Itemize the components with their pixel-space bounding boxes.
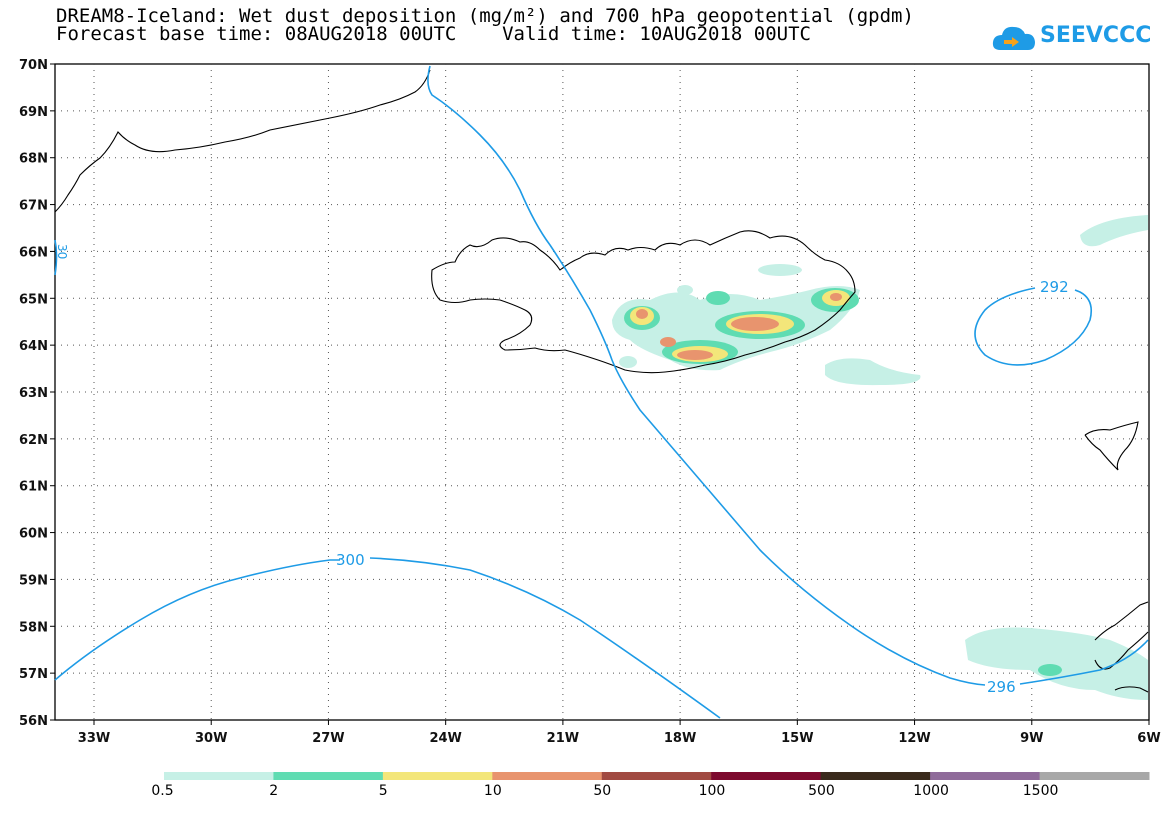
lat-label: 70N [19, 58, 48, 73]
coastline-scotland [1094, 601, 1149, 693]
shade-light-small [677, 285, 693, 295]
legend-label: 2 [269, 783, 279, 799]
legend-swatch [1039, 772, 1150, 780]
lat-label: 56N [19, 714, 48, 729]
coastline-faroe [1084, 421, 1139, 471]
contour-30x-left [54, 239, 58, 276]
legend-label: 100 [698, 783, 726, 799]
lon-label: 12W [898, 731, 930, 746]
logo-text: SEEVCCC [1040, 23, 1152, 48]
legend-swatch [492, 772, 603, 780]
shade-green-scotland [1038, 664, 1062, 676]
lon-label: 9W [1020, 731, 1043, 746]
lon-label: 30W [195, 731, 227, 746]
chart-subtitle: Forecast base time: 08AUG2018 00UTC Vali… [56, 23, 811, 45]
legend-swatch [164, 772, 274, 780]
coastline-iceland [431, 230, 856, 374]
coastline-greenland [54, 69, 431, 213]
cloud-logo-icon [992, 26, 1035, 50]
lat-label: 60N [19, 527, 48, 542]
shade-orange-east [731, 317, 779, 331]
lon-label: 21W [547, 731, 579, 746]
shade-green-center [706, 291, 730, 305]
shade-light-faroe [1080, 215, 1148, 247]
lat-label: 63N [19, 386, 48, 401]
legend-swatch [273, 772, 384, 780]
grid-lines [55, 64, 1149, 720]
legend-label: 10 [483, 783, 502, 799]
lon-label: 18W [664, 731, 696, 746]
legend-swatch [711, 772, 822, 780]
axis-ticks [50, 63, 1150, 725]
legend-swatch [601, 772, 712, 780]
shade-light-small [758, 264, 802, 276]
legend-label: 1500 [1022, 783, 1059, 799]
lat-label: 58N [19, 620, 48, 635]
contour-label-30: 30 [55, 244, 69, 259]
legend-label: 50 [593, 783, 612, 799]
shade-orange-west [636, 309, 648, 319]
shade-light-scotland [965, 627, 1148, 700]
lon-label: 33W [78, 731, 110, 746]
contour-label-296: 296 [987, 678, 1016, 696]
dust-deposition-shading [612, 215, 1148, 700]
legend-label: 0.5 [151, 783, 174, 799]
chart-title: DREAM8-Iceland: Wet dust deposition (mg/… [56, 5, 914, 27]
shade-orange-ne [830, 293, 842, 301]
lon-label: 15W [781, 731, 813, 746]
legend-colorbar [164, 772, 1150, 780]
legend-swatch [382, 772, 493, 780]
shade-orange-south [677, 350, 713, 360]
contour-296-line [427, 65, 1149, 686]
legend-label: 1000 [913, 783, 949, 799]
lon-label: 24W [429, 731, 461, 746]
contour-labels: 300 296 292 30 [55, 244, 1069, 696]
coastlines [54, 69, 1149, 693]
legend-label: 500 [808, 783, 835, 799]
shade-light-se-iceland [825, 358, 921, 386]
contour-label-292: 292 [1040, 278, 1069, 296]
lat-label: 67N [19, 199, 48, 214]
shade-orange-small [660, 337, 676, 347]
lat-label: 66N [19, 245, 48, 260]
legend-swatch [930, 772, 1041, 780]
lon-label: 27W [312, 731, 344, 746]
lon-label: 6W [1137, 731, 1160, 746]
lat-label: 61N [19, 480, 48, 495]
contour-300-line [54, 557, 721, 719]
contour-label-300: 300 [336, 551, 365, 569]
lat-label: 69N [19, 105, 48, 120]
geopotential-contours [54, 65, 1149, 719]
lat-label: 62N [19, 433, 48, 448]
lat-label: 64N [19, 339, 48, 354]
lat-label: 57N [19, 667, 48, 682]
legend-label: 5 [378, 783, 388, 799]
contour-292-line [974, 287, 1093, 366]
legend-swatch [820, 772, 931, 780]
lat-label: 68N [19, 152, 48, 167]
lat-label: 65N [19, 292, 48, 307]
shade-light-small [619, 356, 637, 368]
longitude-labels: 33W 30W 27W 24W 21W 18W 15W 12W 9W 6W [78, 731, 1161, 746]
latitude-labels: 70N 69N 68N 67N 66N 65N 64N 63N 62N 61N 60N 59N 58N 5… [19, 58, 48, 729]
lat-label: 59N [19, 573, 48, 588]
